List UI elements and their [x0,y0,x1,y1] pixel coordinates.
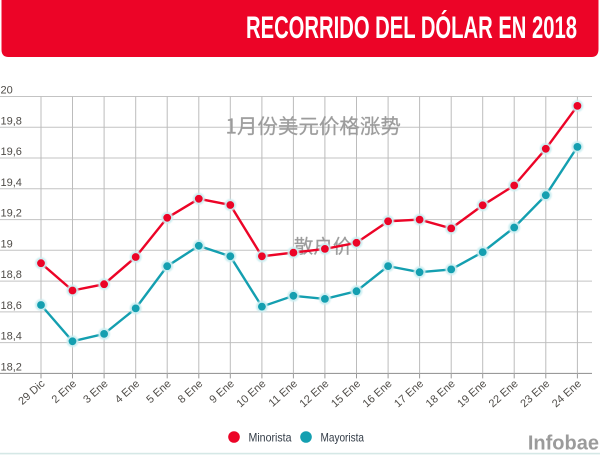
svg-text:18,8: 18,8 [1,269,22,281]
svg-text:Mayorista: Mayorista [321,431,365,445]
svg-text:Infobae: Infobae [528,433,599,455]
svg-text:19,2: 19,2 [1,208,22,220]
svg-text:19: 19 [1,238,13,250]
svg-text:19,4: 19,4 [1,177,22,189]
svg-text:RECORRIDO DEL DÓLAR EN 2018: RECORRIDO DEL DÓLAR EN 2018 [246,9,577,45]
svg-text:20: 20 [1,85,13,97]
svg-text:19,6: 19,6 [1,146,22,158]
svg-text:18,4: 18,4 [1,331,22,343]
svg-text:19,8: 19,8 [1,115,22,127]
svg-text:18,2: 18,2 [1,361,22,373]
svg-text:Minorista: Minorista [249,431,292,445]
svg-text:18,6: 18,6 [1,300,22,312]
